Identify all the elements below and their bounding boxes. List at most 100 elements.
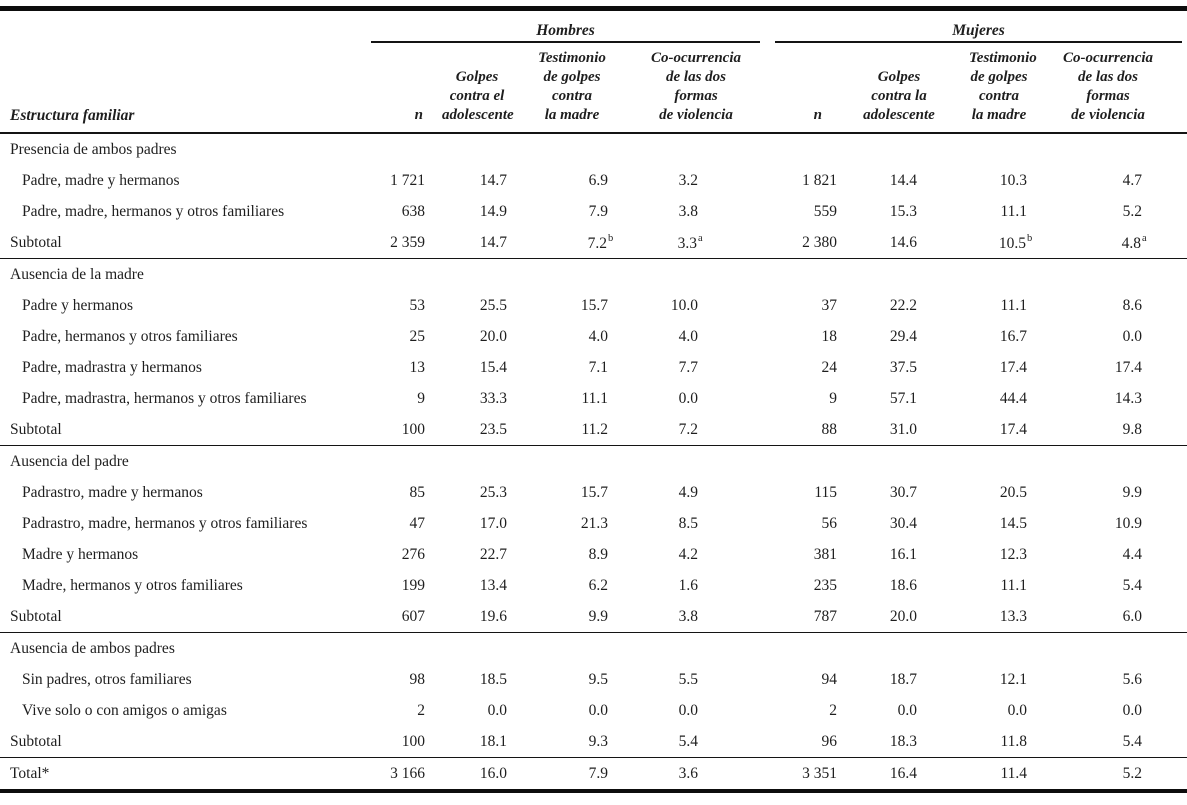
value-cell: 9.5	[588, 670, 608, 688]
subtotal-label: Subtotal	[10, 607, 62, 625]
section-header: Presencia de ambos padres	[10, 140, 177, 158]
value-cell: 4.4	[1122, 545, 1143, 563]
value-cell: 638	[401, 202, 425, 220]
section-header-row: Ausencia de la madre	[0, 258, 1187, 290]
table-row: Padrastro, madre y hermanos 85 25.3 15.7 4.9…	[0, 477, 1187, 508]
table-row: Padre y hermanos 53 25.5 15.7 10.0 37 22.2 11.1…	[0, 290, 1187, 321]
row-label: Vive solo o con amigos o amigas	[22, 701, 227, 719]
value-cell: 15.4	[479, 358, 507, 376]
value-cell: 21.3	[580, 514, 608, 532]
subtotal-row: Subtotal 100 18.1 9.3 5.4 96 18.3 11.8 5.4	[0, 726, 1187, 758]
table-row: Sin padres, otros familiares 98 18.5 9.5 5.5…	[0, 664, 1187, 695]
col-header-testimonio-mujeres: Testimonio de golpes contra la madre	[939, 43, 1037, 134]
col-header-n-mujeres: n	[760, 43, 839, 134]
value-cell: 11.4	[939, 757, 1029, 791]
value-cell: 5.4	[678, 732, 698, 750]
value-cell: 4.8a	[1121, 232, 1147, 252]
group-spacer	[0, 11, 345, 43]
value-cell: 0.0	[588, 701, 608, 719]
value-cell: 23.5	[479, 420, 507, 438]
value-cell: 2	[829, 701, 837, 719]
row-label: Padre, hermanos y otros familiares	[22, 327, 238, 345]
value-cell: 57.1	[889, 389, 917, 407]
table-row: Padre, hermanos y otros familiares 25 20.0…	[0, 321, 1187, 352]
value-cell: 14.7	[479, 171, 507, 189]
value-cell: 0.0	[1122, 701, 1143, 719]
value-cell: 16.0	[427, 757, 512, 791]
value-cell: 3.6	[612, 757, 760, 791]
value-cell: 94	[821, 670, 838, 688]
total-label: Total*	[0, 757, 345, 791]
group-header-mujeres: Mujeres	[760, 11, 1187, 43]
value-cell: 6.9	[588, 171, 608, 189]
value-cell: 9.3	[588, 732, 608, 750]
value-cell: 20.5	[999, 483, 1027, 501]
table-row: Padre, madrastra, hermanos y otros famil…	[0, 383, 1187, 414]
value-cell: 7.1	[588, 358, 608, 376]
value-cell: 10.9	[1114, 514, 1143, 532]
value-cell: 7.9	[512, 757, 612, 791]
value-cell: 12.1	[999, 670, 1027, 688]
value-cell: 3 166	[345, 757, 427, 791]
value-cell: 0.0	[1122, 327, 1143, 345]
value-cell: 10.0	[670, 296, 698, 314]
section-header-row: Ausencia de ambos padres	[0, 632, 1187, 664]
value-cell: 11.1	[1000, 296, 1027, 314]
col-header-golpes-hombres: Golpes contra el adolescente	[427, 43, 514, 134]
section-header-row: Presencia de ambos padres	[0, 133, 1187, 165]
value-cell: 24	[821, 358, 838, 376]
value-cell: 53	[409, 296, 426, 314]
value-cell: 0.0	[1007, 701, 1027, 719]
subtotal-label: Subtotal	[10, 233, 62, 251]
value-cell: 14.7	[479, 233, 507, 251]
row-label: Madre, hermanos y otros familiares	[22, 576, 243, 594]
subtotal-row: Subtotal 607 19.6 9.9 3.8 787 20.0 13.3 6.0	[0, 601, 1187, 633]
value-cell: 4.0	[678, 327, 698, 345]
value-cell: 6.2	[588, 576, 608, 594]
value-cell: 10.5b	[998, 232, 1033, 252]
value-cell: 11.1	[1000, 202, 1027, 220]
value-cell: 2	[417, 701, 425, 719]
row-label: Padre, madrastra y hermanos	[22, 358, 202, 376]
group-header-hombres: Hombres	[345, 11, 760, 43]
value-cell: 0.0	[487, 701, 507, 719]
value-cell: 5.2	[1122, 202, 1143, 220]
value-cell: 4.7	[1122, 171, 1143, 189]
value-cell: 17.0	[479, 514, 507, 532]
value-cell: 11.1	[1000, 576, 1027, 594]
value-cell: 0.0	[897, 701, 917, 719]
value-cell: 47	[409, 514, 426, 532]
section-header-row: Ausencia del padre	[0, 445, 1187, 477]
value-cell: 5.6	[1122, 670, 1143, 688]
value-cell: 9.9	[1122, 483, 1143, 501]
col-header-golpes-mujeres: Golpes contra la adolescente	[839, 43, 939, 134]
value-cell: 235	[813, 576, 837, 594]
value-cell: 15.7	[580, 296, 608, 314]
value-cell: 29.4	[889, 327, 917, 345]
value-cell: 15.3	[889, 202, 917, 220]
value-cell: 30.4	[889, 514, 917, 532]
col-header-coocurrencia-mujeres: Co-ocurrencia de las dos formas de viole…	[1029, 43, 1187, 134]
value-cell: 9	[417, 389, 425, 407]
value-cell: 10.3	[999, 171, 1027, 189]
value-cell: 11.1	[581, 389, 608, 407]
value-cell: 4.2	[678, 545, 698, 563]
group-hombres-underline: Hombres	[371, 21, 760, 43]
value-cell: 16.7	[999, 327, 1027, 345]
value-cell: 16.4	[839, 757, 939, 791]
value-cell: 4.0	[588, 327, 608, 345]
value-cell: 2 359	[390, 233, 425, 251]
value-cell: 5.4	[1122, 576, 1143, 594]
value-cell: 20.0	[889, 607, 917, 625]
value-cell: 1 821	[802, 171, 837, 189]
value-cell: 381	[813, 545, 837, 563]
value-cell: 22.2	[889, 296, 917, 314]
value-cell: 13	[409, 358, 426, 376]
group-header-row: Hombres Mujeres	[0, 11, 1187, 43]
value-cell: 44.4	[999, 389, 1027, 407]
col-header-n-hombres: n	[345, 43, 427, 134]
value-cell: 19.6	[479, 607, 507, 625]
group-mujeres-underline: Mujeres	[775, 21, 1183, 43]
value-cell: 13.3	[999, 607, 1027, 625]
value-cell: 11.8	[1000, 732, 1027, 750]
